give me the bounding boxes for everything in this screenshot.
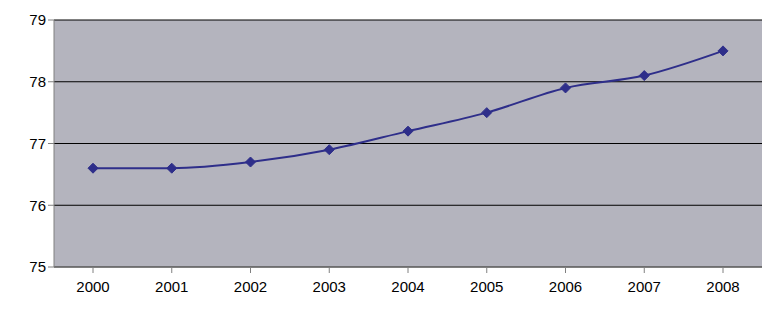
svg-text:2008: 2008 — [706, 278, 739, 295]
svg-text:2004: 2004 — [391, 278, 424, 295]
svg-text:76: 76 — [29, 197, 46, 214]
svg-text:79: 79 — [29, 11, 46, 28]
svg-text:2002: 2002 — [234, 278, 267, 295]
svg-text:2005: 2005 — [470, 278, 503, 295]
svg-text:2006: 2006 — [549, 278, 582, 295]
svg-text:2007: 2007 — [628, 278, 661, 295]
svg-text:2000: 2000 — [76, 278, 109, 295]
svg-text:75: 75 — [29, 258, 46, 275]
svg-text:78: 78 — [29, 73, 46, 90]
svg-text:2003: 2003 — [313, 278, 346, 295]
svg-text:2001: 2001 — [155, 278, 188, 295]
svg-text:77: 77 — [29, 135, 46, 152]
